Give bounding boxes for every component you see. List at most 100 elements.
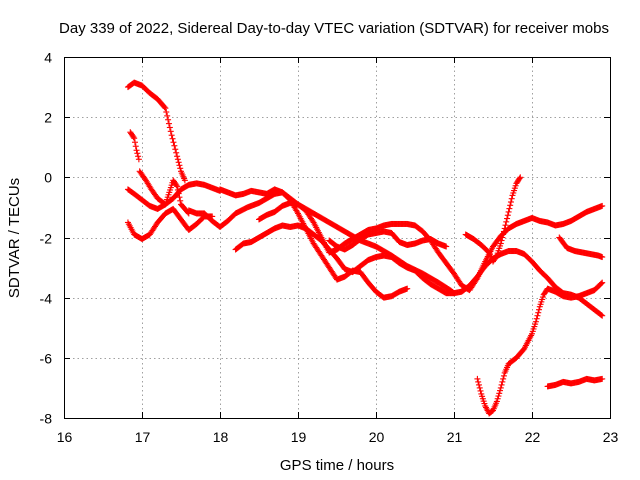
data-point (135, 153, 142, 160)
data-point (500, 375, 507, 382)
y-tick-label: -6 (40, 351, 53, 367)
data-point (516, 175, 523, 182)
data-point (497, 387, 504, 394)
data-point (130, 134, 137, 141)
data-point (477, 387, 484, 394)
data-point (494, 395, 501, 402)
data-point (533, 315, 540, 322)
x-tick-label: 16 (57, 429, 73, 445)
y-tick-label: -2 (40, 231, 53, 247)
data-point (169, 135, 176, 142)
data-point (532, 318, 539, 325)
data-point (176, 162, 183, 169)
data-point (495, 393, 502, 400)
data-point (174, 156, 181, 163)
data-point (507, 199, 514, 206)
x-tick-label: 23 (603, 429, 619, 445)
data-point (496, 390, 503, 397)
data-point (133, 147, 140, 154)
data-point (598, 312, 605, 319)
data-point (498, 381, 505, 388)
y-axis-label: SDTVAR / TECUs (6, 178, 23, 298)
y-tick-label: 2 (44, 110, 52, 126)
data-point (167, 128, 174, 135)
data-point (599, 375, 606, 382)
data-point (598, 280, 605, 287)
x-tick-label: 17 (135, 429, 151, 445)
data-point (164, 112, 171, 119)
data-point (131, 139, 138, 146)
x-tick-label: 22 (525, 429, 541, 445)
data-point (181, 177, 188, 184)
data-point (493, 398, 500, 405)
data-point (135, 156, 142, 163)
x-axis-tick-labels: 16 17 18 19 20 21 22 23 (57, 429, 619, 445)
data-point (132, 143, 139, 150)
data-point (172, 146, 179, 153)
data-point (176, 194, 183, 201)
x-tick-label: 18 (213, 429, 229, 445)
data-point (177, 165, 184, 172)
data-point (506, 205, 513, 212)
data-point (175, 159, 182, 166)
data-point (173, 149, 180, 156)
data-point (161, 104, 168, 111)
data-point (502, 222, 509, 229)
data-point (165, 116, 172, 123)
y-tick-label: -4 (40, 291, 53, 307)
series-arc-9 (256, 199, 606, 294)
data-point (166, 124, 173, 131)
data-point (174, 183, 181, 190)
data-point (535, 309, 542, 316)
data-point (599, 254, 606, 261)
data-point (497, 384, 504, 391)
data-point (536, 306, 543, 313)
data-point (500, 372, 507, 379)
y-tick-label: 4 (44, 50, 52, 66)
data-point (174, 153, 181, 160)
x-tick-label: 21 (447, 429, 463, 445)
data-point (474, 375, 481, 382)
y-tick-label: -8 (40, 411, 53, 427)
data-point (503, 218, 510, 225)
y-axis-tick-labels: -8 -6 -4 -2 0 2 4 (40, 50, 53, 427)
data-point (175, 190, 182, 197)
data-point (309, 218, 316, 225)
data-point (475, 381, 482, 388)
data-point (508, 195, 515, 202)
data-point (500, 231, 507, 238)
series-arc-13 (544, 375, 606, 390)
axis-ticks (64, 57, 611, 419)
data-point (507, 202, 514, 209)
series-arc-1 (124, 79, 188, 184)
data-point (170, 139, 177, 146)
data-point (171, 142, 178, 149)
series-arc-11 (462, 174, 524, 265)
data-point (504, 212, 511, 219)
data-point (177, 197, 184, 204)
data-point (493, 253, 500, 260)
data-point (134, 150, 141, 157)
data-point (443, 243, 450, 250)
data-point (498, 237, 505, 244)
data-point (501, 225, 508, 232)
data-point (517, 174, 524, 181)
series-arc-4 (124, 177, 192, 217)
y-tick-label: 0 (44, 170, 52, 186)
data-point (499, 378, 506, 385)
data-point (504, 215, 511, 222)
data-point (599, 312, 606, 319)
data-point (174, 186, 181, 193)
data-point (599, 202, 606, 209)
data-point (165, 120, 172, 127)
data-point (163, 109, 170, 116)
series-arc-12 (474, 279, 606, 417)
data-point (505, 208, 512, 215)
data-point (476, 384, 483, 391)
series-arc-2 (127, 129, 142, 163)
series-arc-14 (556, 234, 606, 261)
data-point (599, 279, 606, 286)
chart-title: Day 339 of 2022, Sidereal Day-to-day VTE… (59, 20, 609, 37)
data-marks (124, 79, 606, 417)
